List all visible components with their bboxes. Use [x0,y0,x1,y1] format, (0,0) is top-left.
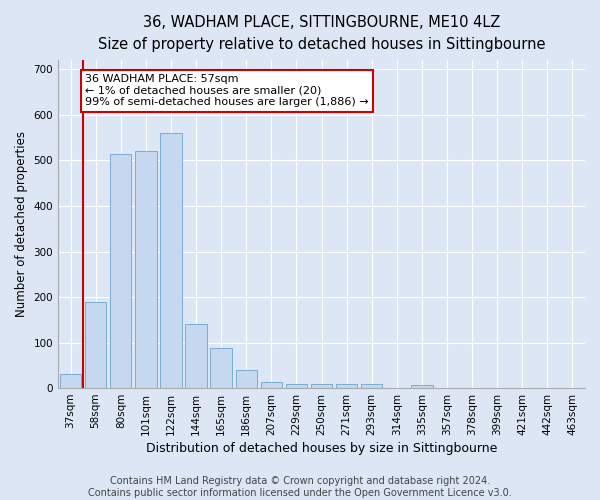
Text: Contains HM Land Registry data © Crown copyright and database right 2024.
Contai: Contains HM Land Registry data © Crown c… [88,476,512,498]
Y-axis label: Number of detached properties: Number of detached properties [15,131,28,317]
Bar [260,382,282,388]
Bar [110,154,131,388]
Bar [185,324,207,388]
Bar [160,133,182,388]
Bar [60,374,81,388]
Bar [236,370,257,388]
Bar [411,385,433,388]
Bar [336,384,357,388]
Bar [211,348,232,388]
Bar [135,152,157,388]
Title: 36, WADHAM PLACE, SITTINGBOURNE, ME10 4LZ
Size of property relative to detached : 36, WADHAM PLACE, SITTINGBOURNE, ME10 4L… [98,15,545,52]
Bar [311,384,332,388]
Bar [361,384,382,388]
Text: 36 WADHAM PLACE: 57sqm
← 1% of detached houses are smaller (20)
99% of semi-deta: 36 WADHAM PLACE: 57sqm ← 1% of detached … [85,74,369,107]
Bar [286,384,307,388]
Bar [85,302,106,388]
X-axis label: Distribution of detached houses by size in Sittingbourne: Distribution of detached houses by size … [146,442,497,455]
